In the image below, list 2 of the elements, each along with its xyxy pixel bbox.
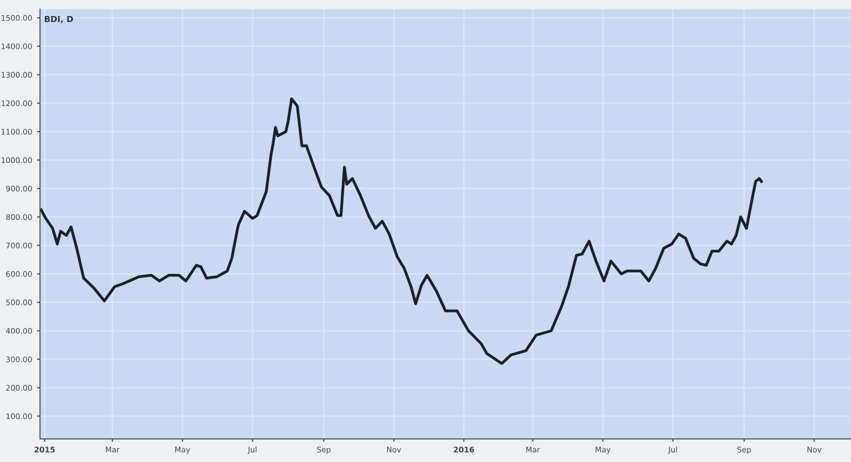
text: BDI, D (44, 16, 73, 24)
line-series (40, 97, 763, 365)
